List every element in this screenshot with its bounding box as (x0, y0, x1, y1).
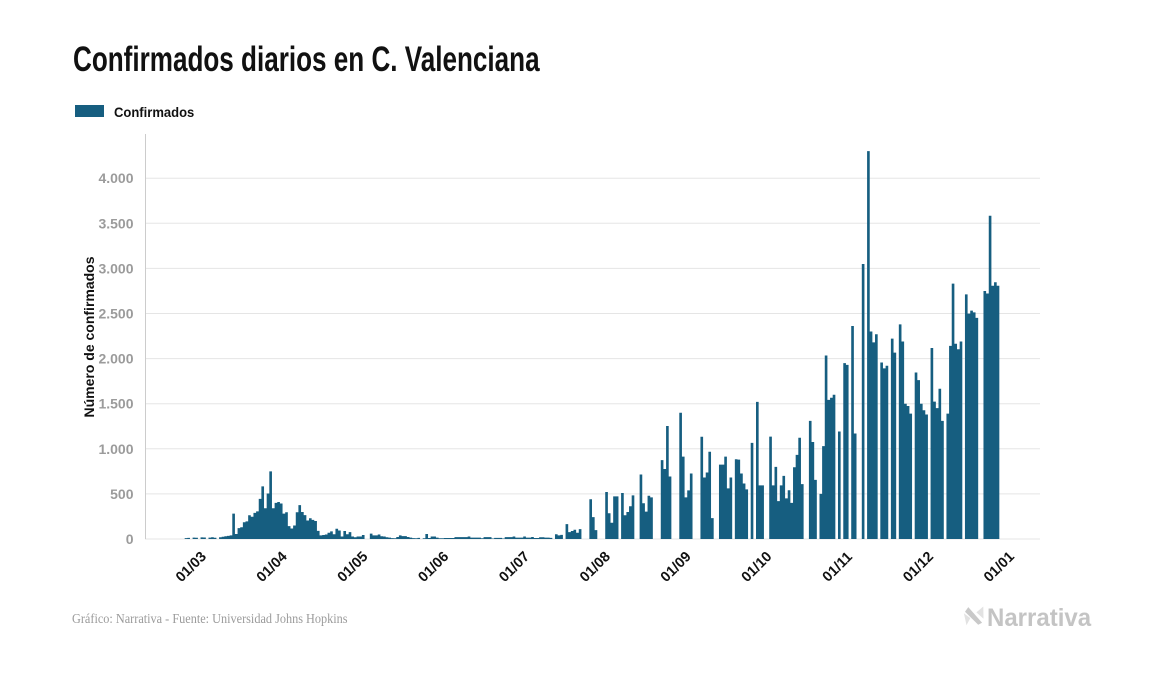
svg-text:01/01: 01/01 (981, 549, 1018, 586)
svg-text:1.500: 1.500 (98, 396, 133, 412)
svg-text:500: 500 (110, 486, 134, 502)
svg-text:2.500: 2.500 (98, 306, 133, 322)
svg-text:01/06: 01/06 (415, 549, 452, 586)
svg-text:01/04: 01/04 (254, 549, 291, 586)
svg-text:01/05: 01/05 (335, 549, 372, 586)
svg-text:3.500: 3.500 (98, 215, 133, 231)
svg-text:01/10: 01/10 (739, 549, 776, 586)
svg-text:01/11: 01/11 (820, 549, 856, 585)
svg-text:01/08: 01/08 (577, 549, 614, 586)
svg-text:4.000: 4.000 (98, 170, 133, 186)
svg-text:3.000: 3.000 (98, 260, 133, 276)
svg-text:01/07: 01/07 (496, 549, 533, 586)
svg-text:Número de confirmados: Número de confirmados (81, 256, 97, 417)
svg-text:01/03: 01/03 (173, 549, 210, 586)
svg-text:1.000: 1.000 (98, 441, 133, 457)
svg-text:01/09: 01/09 (658, 549, 695, 586)
svg-text:01/12: 01/12 (900, 549, 937, 586)
svg-text:2.000: 2.000 (98, 351, 133, 367)
svg-text:0: 0 (126, 531, 134, 547)
